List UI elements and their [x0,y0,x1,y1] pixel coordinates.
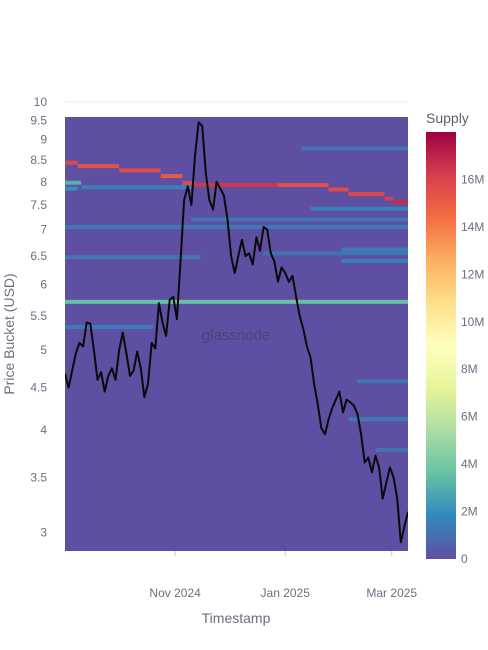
y-tick-label: 10 [34,95,48,109]
y-tick-label: 8.5 [30,153,47,167]
supply-band [65,325,154,330]
supply-band [328,187,349,192]
y-axis-ticks: 10 9.5 9 8.5 8 7.5 7 6.5 6 5.5 5 4.5 4 3.5 3 [30,95,47,540]
y-tick-label: 6.5 [30,249,47,263]
supply-band [357,379,408,384]
supply-band [278,182,329,187]
colorbar-tick-label: 12M [461,267,484,281]
supply-band [81,185,192,190]
supply-band [348,192,385,197]
y-tick-label: 4.5 [30,381,47,395]
supply-band [341,259,408,264]
colorbar-tick-label: 16M [461,172,484,186]
supply-band [194,182,279,187]
y-tick-label: 3.5 [30,471,47,485]
y-tick-label: 8 [40,175,47,189]
colorbar-tick-label: 4M [461,457,478,471]
supply-band [65,186,78,191]
y-tick-label: 7.5 [30,198,47,212]
supply-band [263,251,408,256]
y-tick-label: 6 [40,278,47,292]
x-axis-ticks: Nov 2024 Jan 2025 Mar 2025 [149,551,417,600]
y-tick-label: 4 [40,423,47,437]
watermark: glassnode [202,327,270,344]
y-tick-label: 9 [40,133,47,147]
colorbar [426,132,456,559]
y-tick-label: 7 [40,223,47,237]
supply-band [384,196,394,201]
supply-band [65,160,78,165]
y-tick-label: 5 [40,343,47,357]
supply-band [65,225,408,230]
x-tick-label: Jan 2025 [261,586,311,600]
supply-bands [65,146,408,452]
colorbar-tick-label: 6M [461,410,478,424]
y-tick-label: 3 [40,526,47,540]
supply-band [191,217,408,222]
colorbar-tick-label: 2M [461,505,478,519]
supply-band [393,200,408,205]
supply-band [301,146,408,151]
colorbar-tick-label: 14M [461,220,484,234]
supply-band [348,417,408,422]
supply-band [182,181,195,186]
colorbar-tick-label: 0 [461,552,468,566]
supply-band [77,164,120,169]
colorbar-tick-label: 10M [461,315,484,329]
colorbar-tick-label: 8M [461,362,478,376]
supply-band [65,299,408,304]
supply-band [375,447,408,452]
x-tick-label: Mar 2025 [366,586,417,600]
y-tick-label: 9.5 [30,113,47,127]
colorbar-ticks: 0 2M 4M 6M 8M 10M 12M 14M 16M [461,172,484,566]
y-tick-label: 5.5 [30,309,47,323]
price-line [65,121,408,544]
x-tick-label: Nov 2024 [149,586,201,600]
x-axis-title: Timestamp [202,610,271,626]
supply-band [65,255,201,260]
supply-band [65,180,82,185]
supply-band [119,168,161,173]
colorbar-title: Supply [426,110,469,126]
y-axis-title: Price Bucket (USD) [1,273,17,394]
supply-band [160,174,183,179]
supply-band [341,247,408,252]
supply-band [310,206,408,211]
